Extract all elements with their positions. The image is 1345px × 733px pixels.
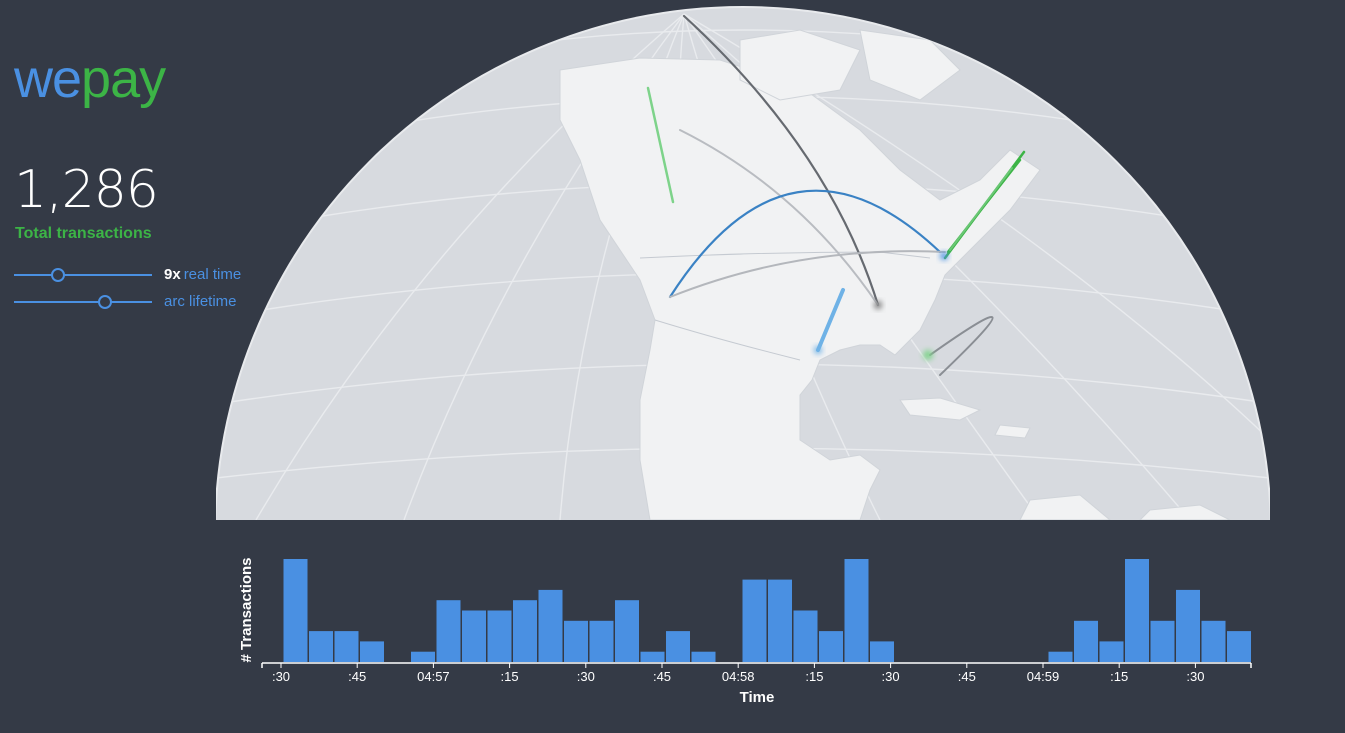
histogram-bar bbox=[309, 631, 333, 662]
speed-slider-track[interactable] bbox=[14, 274, 152, 276]
histogram-bar bbox=[793, 610, 818, 662]
x-axis-tick-label: 04:57 bbox=[417, 669, 450, 684]
speed-slider-thumb[interactable] bbox=[51, 268, 66, 282]
total-transactions-count: 1,286 bbox=[14, 160, 159, 220]
arc-light-2 bbox=[669, 250, 946, 298]
y-axis-title: # Transactions bbox=[238, 557, 255, 662]
x-axis-tick-label: :30 bbox=[272, 669, 290, 684]
histogram-bar bbox=[615, 600, 639, 662]
logo-part-pay: pay bbox=[81, 49, 166, 109]
arc-endpoint-glow bbox=[874, 301, 882, 309]
histogram-bar bbox=[283, 559, 308, 662]
histogram-bar bbox=[1048, 651, 1073, 662]
x-axis-tick-label: 04:59 bbox=[1027, 669, 1060, 684]
speed-label-text: real time bbox=[183, 266, 242, 283]
arc-green-1 bbox=[646, 86, 675, 204]
histogram-bar bbox=[462, 610, 486, 662]
x-axis-tick-label: :45 bbox=[348, 669, 366, 684]
histogram-bar bbox=[742, 579, 767, 662]
x-axis-tick-label: :30 bbox=[577, 669, 595, 684]
histogram-bars bbox=[283, 559, 1251, 662]
histogram-bar bbox=[666, 631, 690, 662]
arc-endpoint-glow bbox=[814, 346, 822, 354]
histogram-bar bbox=[844, 559, 869, 662]
x-axis-tick-label: 04:58 bbox=[722, 669, 755, 684]
speed-slider-label: 9x real time bbox=[164, 266, 241, 283]
histogram-bar bbox=[1074, 620, 1098, 662]
continent-shapes bbox=[559, 29, 1231, 520]
histogram-bar bbox=[411, 651, 435, 662]
x-axis-title: Time bbox=[740, 689, 775, 706]
arc-lifetime-slider-track[interactable] bbox=[14, 301, 152, 303]
arc-endpoint-glow bbox=[940, 252, 948, 260]
globe-map[interactable] bbox=[0, 0, 1345, 525]
histogram-bar bbox=[436, 600, 461, 662]
arc-green-4 bbox=[949, 167, 1013, 251]
arc-dark-2 bbox=[929, 316, 994, 376]
arc-lifetime-label-text: arc lifetime bbox=[164, 293, 237, 310]
x-axis-ticks: :30 :45 04:57 :15 :30 :45 04:58 :15 :30 :45 04:59:… bbox=[272, 663, 1204, 684]
histogram-bar bbox=[1176, 589, 1200, 662]
transaction-arcs bbox=[646, 14, 1026, 376]
histogram-bar bbox=[589, 620, 614, 662]
wepay-logo: wepay bbox=[14, 49, 166, 109]
histogram-bar bbox=[1125, 559, 1149, 662]
arc-lifetime-label: arc lifetime bbox=[164, 293, 237, 310]
speed-slider[interactable]: 9x real time bbox=[14, 265, 254, 285]
x-axis-tick-label: :15 bbox=[501, 669, 519, 684]
histogram-bar bbox=[538, 589, 563, 662]
arc-dark-1 bbox=[682, 14, 880, 307]
histogram-bar bbox=[1201, 620, 1226, 662]
histogram-bar bbox=[640, 651, 665, 662]
arc-endpoint-glow bbox=[923, 350, 933, 360]
arc-lifetime-slider[interactable]: arc lifetime bbox=[14, 292, 254, 312]
arc-blue-2 bbox=[816, 288, 845, 352]
histogram-bar bbox=[691, 651, 716, 662]
arc-lifetime-slider-thumb[interactable] bbox=[98, 295, 113, 309]
histogram-bar bbox=[870, 641, 894, 662]
x-axis-tick-label: :15 bbox=[1110, 669, 1128, 684]
x-axis-tick-label: :45 bbox=[958, 669, 976, 684]
arc-blue-1 bbox=[668, 189, 942, 299]
x-axis-tick-label: :30 bbox=[1186, 669, 1204, 684]
histogram-bar bbox=[1150, 620, 1175, 662]
total-transactions-label: Total transactions bbox=[15, 225, 152, 242]
histogram-bar bbox=[1099, 641, 1124, 662]
histogram-bar bbox=[768, 579, 792, 662]
histogram-bar bbox=[334, 631, 359, 662]
histogram-bar bbox=[819, 631, 843, 662]
x-axis-tick-label: :15 bbox=[805, 669, 823, 684]
x-axis-tick-label: :45 bbox=[653, 669, 671, 684]
histogram-bar bbox=[513, 600, 537, 662]
histogram-bar bbox=[564, 620, 588, 662]
histogram-bar bbox=[1227, 631, 1251, 662]
arc-light-1 bbox=[679, 129, 879, 306]
histogram-bar bbox=[487, 610, 512, 662]
logo-part-we: we bbox=[14, 49, 82, 109]
speed-multiplier: 9x bbox=[164, 266, 181, 283]
histogram-bar bbox=[360, 641, 384, 662]
x-axis-tick-label: :30 bbox=[882, 669, 900, 684]
